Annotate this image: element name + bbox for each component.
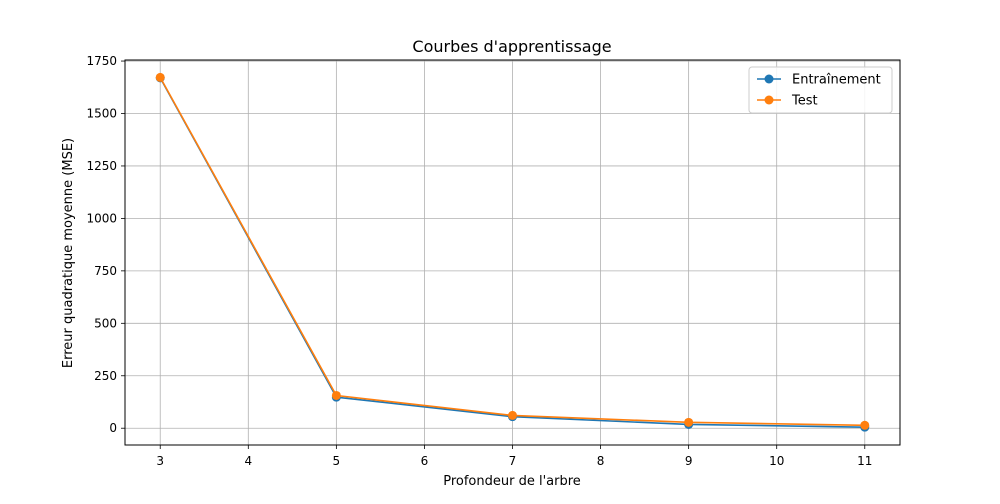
legend-marker	[764, 95, 774, 105]
y-tick-label: 750	[94, 264, 117, 278]
x-tick-label: 9	[685, 454, 693, 468]
y-tick-label: 1750	[86, 54, 117, 68]
data-point-test	[684, 417, 694, 427]
chart-title: Courbes d'apprentissage	[412, 37, 611, 56]
x-tick-label: 11	[857, 454, 872, 468]
data-point-test	[860, 420, 870, 430]
data-point-test	[331, 390, 341, 400]
y-tick-label: 500	[94, 316, 117, 330]
y-tick-label: 1500	[86, 107, 117, 121]
x-tick-label: 5	[333, 454, 341, 468]
x-tick-label: 10	[769, 454, 784, 468]
legend-marker	[764, 74, 774, 84]
y-tick-label: 0	[109, 421, 117, 435]
legend: Entraînement Test	[748, 66, 893, 114]
data-point-test	[508, 410, 517, 420]
x-tick-label: 3	[156, 454, 164, 468]
x-tick-label: 8	[597, 454, 605, 468]
x-axis-label: Profondeur de l'arbre	[443, 474, 581, 489]
data-point-test	[155, 72, 165, 82]
series-lines	[155, 72, 870, 432]
x-tick-label: 6	[421, 454, 429, 468]
legend-label: Entraînement	[792, 73, 881, 88]
axis-ticks: 3 4 5 6 7 8 9 10 11 0 250 500 750 1000 1250 1500 1750	[86, 54, 872, 468]
y-tick-label: 1250	[86, 159, 117, 173]
x-tick-label: 4	[244, 454, 252, 468]
y-tick-label: 250	[94, 369, 117, 383]
x-tick-label: 7	[509, 454, 517, 468]
legend-label: Test	[791, 94, 818, 109]
y-tick-label: 1000	[86, 211, 117, 225]
y-axis-label: Erreur quadratique moyenne (MSE)	[61, 138, 76, 368]
grid-lines	[125, 60, 900, 445]
legend-box	[748, 66, 893, 114]
